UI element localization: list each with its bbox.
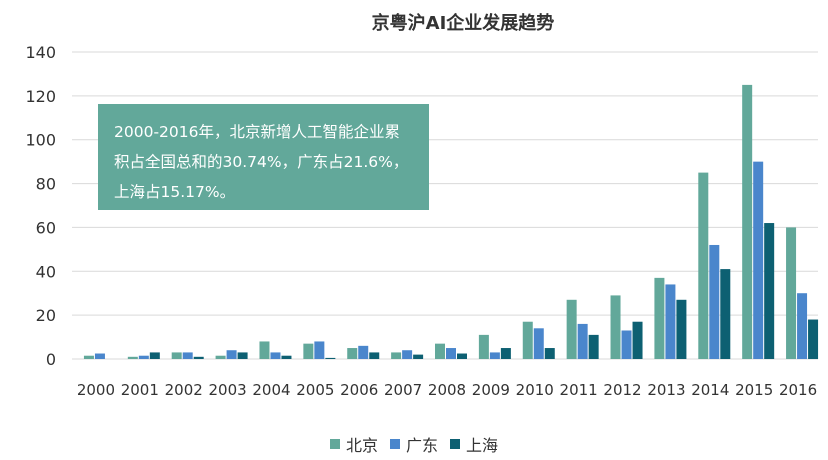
bar-2001-0	[127, 356, 138, 359]
bar-2005-2	[325, 357, 336, 359]
bar-2003-1	[226, 350, 237, 359]
legend-swatch	[389, 439, 400, 449]
chart-annotation: 2000-2016年，北京新增人工智能企业累积占全国总和的30.74%，广东占2…	[98, 104, 429, 210]
bar-2003-2	[237, 352, 248, 359]
bar-2006-2	[369, 352, 380, 359]
x-tick-label: 2008	[428, 381, 466, 399]
bar-2012-2	[632, 321, 643, 359]
y-tick-label: 120	[25, 87, 56, 106]
bar-2009-1	[489, 352, 500, 359]
bar-2008-0	[435, 343, 445, 359]
x-tick-label: 2011	[560, 381, 598, 399]
bar-2011-2	[588, 334, 599, 359]
bar-2010-2	[544, 348, 555, 359]
bar-2004-1	[270, 352, 281, 359]
bar-2002-0	[171, 352, 182, 359]
y-tick-label: 40	[36, 262, 56, 281]
bar-2010-1	[533, 328, 544, 359]
chart-legend: 北京 广东 上海	[0, 432, 828, 456]
y-tick-label: 140	[25, 43, 56, 62]
bar-2005-1	[314, 341, 325, 359]
y-tick-label: 20	[36, 306, 56, 325]
bar-2007-2	[413, 354, 424, 359]
bar-2001-1	[138, 355, 149, 359]
x-tick-label: 2000	[77, 381, 115, 399]
legend-swatch	[450, 439, 460, 449]
y-tick-label: 60	[36, 218, 56, 237]
x-tick-label: 2002	[165, 381, 203, 399]
legend-label: 广东	[405, 436, 438, 455]
bar-2002-2	[193, 356, 204, 359]
bar-2015-2	[764, 223, 775, 359]
bar-2016-2	[808, 319, 819, 359]
bar-2006-0	[347, 348, 358, 359]
x-tick-label: 2010	[516, 381, 554, 399]
x-tick-label: 2006	[340, 381, 378, 399]
bar-2008-1	[446, 348, 456, 359]
x-tick-label: 2009	[472, 381, 510, 399]
bar-2008-2	[457, 353, 467, 359]
x-tick-label: 2007	[384, 381, 422, 399]
y-tick-label: 80	[36, 175, 56, 194]
bar-2004-0	[259, 341, 270, 359]
bar-2007-1	[402, 350, 413, 359]
bar-2013-0	[654, 277, 665, 359]
legend-item: 北京	[329, 432, 378, 456]
x-tick-label: 2003	[208, 381, 246, 399]
legend-item: 广东	[389, 432, 438, 456]
legend-swatch	[329, 439, 340, 449]
bar-2011-0	[566, 299, 577, 359]
bar-2012-1	[621, 330, 632, 359]
legend-label: 上海	[466, 436, 499, 455]
x-tick-label: 2013	[647, 381, 685, 399]
bar-2014-1	[709, 244, 720, 359]
bar-2010-0	[522, 321, 533, 359]
x-tick-label: 2014	[691, 381, 729, 399]
legend-label: 北京	[345, 436, 378, 455]
bar-2006-1	[358, 345, 369, 359]
bar-2016-1	[797, 293, 808, 359]
bar-2000-1	[94, 353, 105, 359]
bar-2014-0	[698, 172, 709, 359]
x-tick-label: 2001	[121, 381, 159, 399]
bar-2007-0	[391, 352, 402, 359]
x-tick-label: 2015	[735, 381, 773, 399]
x-tick-label: 2012	[603, 381, 641, 399]
bar-2013-1	[665, 284, 676, 359]
bar-2012-0	[610, 295, 621, 359]
bar-2001-2	[149, 352, 160, 359]
legend-item: 上海	[450, 432, 498, 456]
chart-title: 京粤沪AI企业发展趋势	[372, 12, 555, 34]
bar-2015-0	[742, 84, 753, 360]
bar-2009-2	[500, 348, 511, 359]
x-tick-label: 2005	[296, 381, 334, 399]
bar-2002-1	[182, 352, 193, 359]
bar-2014-2	[720, 269, 731, 359]
bar-2005-0	[303, 343, 314, 359]
bar-2000-0	[83, 355, 94, 359]
bar-2004-2	[281, 355, 292, 359]
x-tick-label: 2016	[779, 381, 817, 399]
y-tick-label: 100	[25, 131, 56, 150]
bar-2015-1	[753, 161, 764, 359]
bar-2013-2	[676, 299, 687, 359]
bar-2016-0	[786, 227, 797, 359]
bar-2009-0	[478, 334, 489, 359]
x-tick-label: 2004	[252, 381, 290, 399]
bar-2003-0	[215, 355, 226, 359]
bar-2011-1	[577, 323, 588, 359]
y-tick-label: 0	[46, 350, 56, 369]
